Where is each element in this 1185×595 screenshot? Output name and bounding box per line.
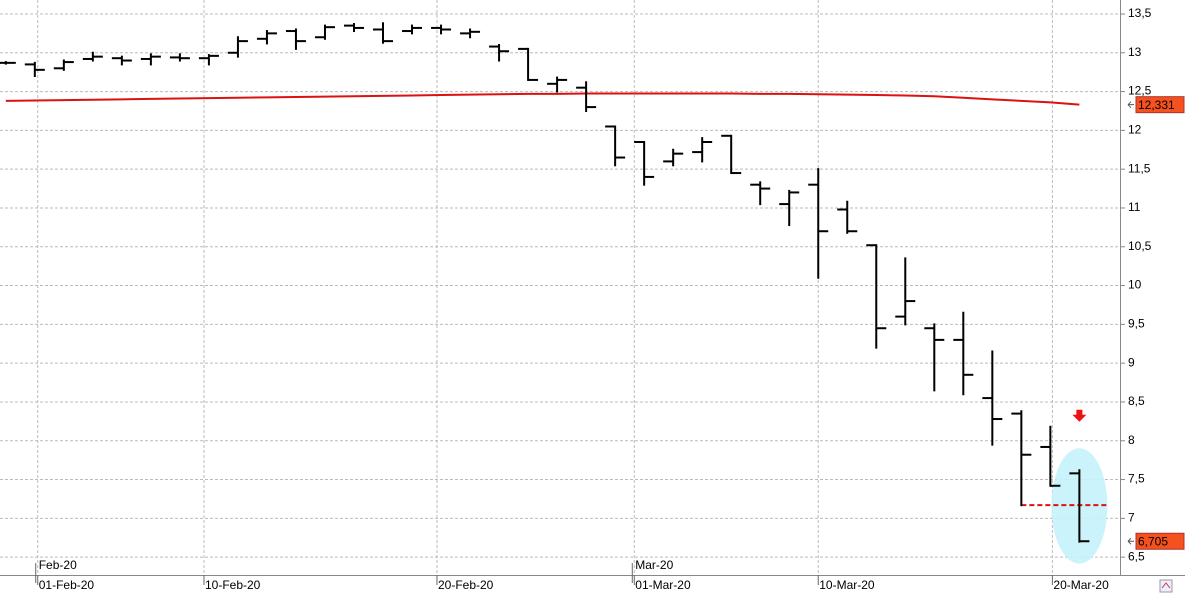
month-label: Feb-20 (39, 558, 77, 572)
y-tick-label: 12,5 (1128, 84, 1152, 98)
y-tick-label: 7,5 (1128, 472, 1145, 486)
y-tick-label: 13 (1128, 45, 1142, 59)
value-badge (1135, 96, 1185, 114)
value-badge-label: 6,705 (1138, 534, 1168, 548)
y-tick-label: 11,5 (1128, 161, 1151, 175)
y-tick-label: 9 (1128, 355, 1135, 369)
badge-pointer (1127, 101, 1134, 109)
icon-box (1159, 579, 1173, 593)
y-tick-label: 13,5 (1128, 6, 1152, 20)
y-tick-label: 7 (1128, 511, 1135, 525)
icon-mark (1161, 582, 1171, 589)
y-tick-label: 8,5 (1128, 394, 1145, 408)
y-tick-label: 9,5 (1128, 317, 1145, 331)
corner-icon (1159, 579, 1173, 593)
y-tick-label: 6,5 (1128, 549, 1145, 563)
y-tick-label: 11 (1128, 200, 1141, 214)
month-label: Mar-20 (635, 558, 673, 572)
y-tick-label: 12 (1128, 123, 1142, 137)
y-tick-label: 10,5 (1128, 239, 1152, 253)
value-badge (1135, 532, 1185, 550)
x-tick-label: 01-Feb-20 (39, 578, 95, 592)
x-tick-label: 20-Mar-20 (1053, 578, 1109, 592)
badge-pointer (1127, 537, 1134, 545)
moving-average-line (5, 92, 1080, 106)
x-tick-label: 10-Feb-20 (205, 578, 261, 592)
y-tick-label: 10 (1128, 278, 1142, 292)
value-badge-label: 12,331 (1138, 98, 1175, 112)
signal-arrow (1072, 409, 1087, 422)
y-tick-label: 8 (1128, 433, 1135, 447)
x-tick-label: 01-Mar-20 (635, 578, 691, 592)
x-tick-label: 10-Mar-20 (819, 578, 875, 592)
x-tick-label: 20-Feb-20 (438, 578, 494, 592)
